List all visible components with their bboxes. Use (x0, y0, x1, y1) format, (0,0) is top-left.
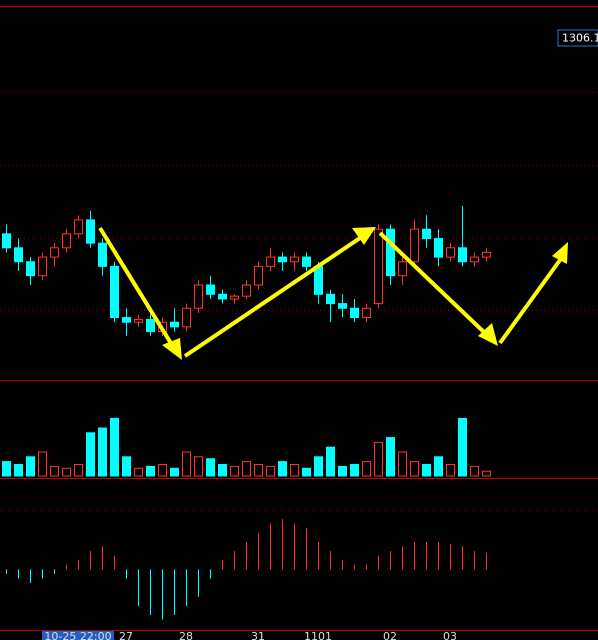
candle-body (470, 256, 479, 263)
volume-bar (218, 463, 227, 477)
x-tick-label: 1101 (304, 630, 332, 640)
volume-bar (242, 461, 251, 477)
candle-body (362, 307, 371, 319)
volume-bar (314, 456, 323, 477)
candle-body (62, 233, 71, 249)
candle-body (302, 256, 311, 267)
volume-bar (434, 456, 443, 477)
candle-body (38, 256, 47, 277)
candle-body (398, 261, 407, 277)
panel-frame (0, 6, 598, 631)
candle-body (314, 265, 323, 295)
x-tick-label: 28 (179, 630, 193, 640)
volume-bar (206, 458, 215, 477)
volume-bar (14, 463, 23, 477)
volume-bar (350, 463, 359, 477)
volume-bar (482, 470, 491, 477)
volume-bar (158, 463, 167, 477)
volume-bar (374, 441, 383, 477)
x-tick-label: 10-25 22:00 (44, 630, 111, 640)
candle-body (278, 256, 287, 263)
volume-bar (98, 427, 107, 477)
candle-body (74, 219, 83, 235)
candle-body (98, 242, 107, 267)
candle-body (482, 251, 491, 258)
volume-bar (410, 461, 419, 477)
candle-body (110, 265, 119, 319)
volume-bar (74, 463, 83, 477)
volume-bar (2, 461, 11, 477)
candle-body (182, 307, 191, 328)
candle-body (326, 293, 335, 305)
candle-body (458, 247, 467, 263)
volume-bar (302, 467, 311, 477)
volume-bar (170, 467, 179, 477)
candle-body (338, 303, 347, 309)
candle-body (86, 219, 95, 244)
volume-bar (254, 463, 263, 477)
candle-body (386, 228, 395, 277)
volume-bar (182, 451, 191, 477)
price-tag-box (557, 29, 598, 47)
candle-body (374, 228, 383, 305)
volume-bar (290, 463, 299, 477)
x-tick-label: 31 (251, 630, 265, 640)
candle-body (290, 256, 299, 263)
volume-bar (86, 432, 95, 477)
volume-bar (362, 461, 371, 477)
x-tick-label: 03 (443, 630, 457, 640)
volume-bar (278, 461, 287, 477)
candle-body (230, 295, 239, 300)
candle-body (134, 318, 143, 323)
candle-body (422, 228, 431, 239)
candle-body (170, 321, 179, 328)
volume-bar (266, 465, 275, 477)
volume-bar (338, 465, 347, 477)
volume-bar (38, 451, 47, 477)
price-tag: 1306.1 (562, 32, 598, 45)
candle-body (146, 318, 155, 333)
volume-bar (146, 465, 155, 477)
candle-body (242, 284, 251, 297)
candle-body (350, 307, 359, 319)
volume-bar (470, 465, 479, 477)
candle-body (122, 317, 131, 323)
x-tick-label: 02 (383, 630, 397, 640)
candle-body (194, 284, 203, 309)
candle-body (206, 284, 215, 295)
candle-body (50, 247, 59, 258)
candle-body (218, 293, 227, 300)
volume-bar (386, 437, 395, 477)
volume-bar (326, 446, 335, 477)
volume-bar (230, 465, 239, 477)
candle-body (14, 247, 23, 263)
volume-bar (194, 456, 203, 477)
volume-bar (26, 456, 35, 477)
volume-bar (422, 463, 431, 477)
time-highlight (42, 631, 114, 640)
x-tick-label: 27 (119, 630, 133, 640)
candle-body (434, 238, 443, 258)
volume-bar (446, 463, 455, 477)
candle-body (26, 261, 35, 277)
volume-bar (110, 417, 119, 477)
volume-bar (62, 467, 71, 477)
volume-bar (50, 465, 59, 477)
candle-body (446, 247, 455, 258)
volume-bar (458, 417, 467, 477)
candle-body (2, 233, 11, 249)
candle-body (410, 228, 419, 263)
arrows (98, 226, 568, 360)
candle-body (254, 265, 263, 286)
candle-body (266, 256, 275, 267)
volume-bar (134, 467, 143, 477)
volume-bar (122, 456, 131, 477)
volume-bar (398, 451, 407, 477)
